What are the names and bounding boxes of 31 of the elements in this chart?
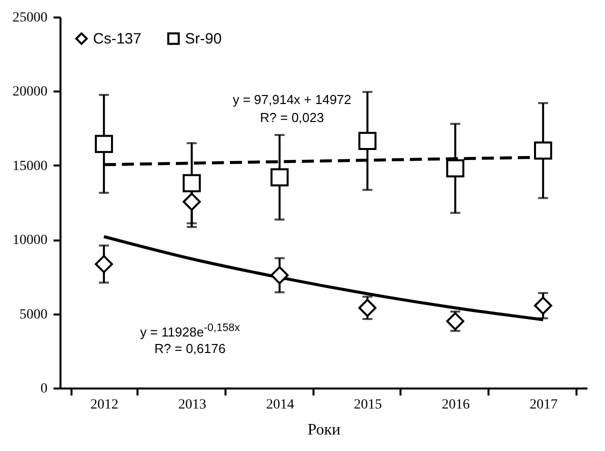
point [94, 255, 113, 274]
y-tick-label: 10000 [12, 233, 48, 248]
y-tick-label: 25000 [12, 10, 48, 26]
point [270, 168, 289, 186]
x-axis-title: Роки [308, 422, 341, 438]
y-tick-label: 15000 [12, 158, 48, 174]
legend-label: Cs-137 [93, 30, 142, 48]
point [270, 266, 289, 284]
point [182, 192, 201, 211]
point [534, 142, 552, 160]
point [358, 132, 376, 150]
x-tick-label: 2012 [90, 398, 118, 412]
point [446, 312, 464, 330]
annotation: R? = 0,023 [260, 110, 324, 125]
y-tick-label: 5000 [20, 307, 48, 322]
annotation: y = 97,914x + 14972 [232, 92, 352, 107]
point [358, 298, 376, 317]
x-tick-label: 2016 [442, 398, 470, 412]
point [534, 296, 552, 315]
annotation: y = 11928e$^{-0,158x}$ [140, 322, 240, 340]
x-tick-label: 2017 [530, 398, 558, 412]
x-tick-label: 2014 [266, 398, 294, 412]
annotation: R? = 0,6176 [154, 341, 226, 356]
x-tick-label: 2013 [178, 398, 206, 412]
x-tick-label: 2015 [354, 398, 382, 412]
point [94, 134, 113, 153]
point [446, 159, 464, 178]
y-tick-label: 0 [40, 382, 48, 396]
point [182, 174, 201, 192]
y-tick-label: 20000 [12, 84, 48, 100]
legend-label: Sr-90 [185, 30, 222, 48]
